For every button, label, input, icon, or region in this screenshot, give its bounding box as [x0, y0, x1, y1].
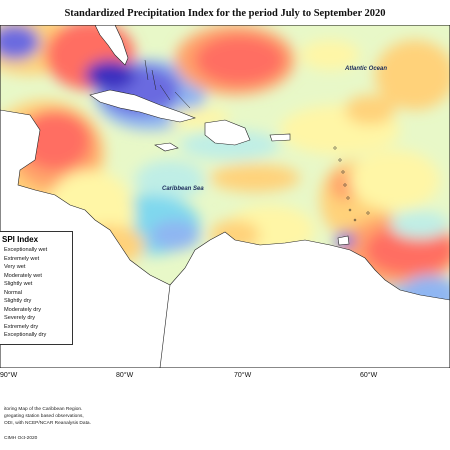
- small-islands: [144, 59, 370, 222]
- lon-tick-90w: 90°W: [0, 372, 18, 379]
- legend-item: Slightly dry: [4, 298, 32, 304]
- footnote-1: itoring Map of the Caribbean Region.: [4, 407, 83, 412]
- caribbean-sea-label: Caribbean Sea: [162, 186, 204, 192]
- south-america: [159, 231, 450, 368]
- legend-item: Moderately wet: [4, 272, 42, 279]
- cuba: [89, 89, 196, 123]
- florida: [94, 25, 129, 66]
- legend-item: Very wet: [4, 264, 26, 270]
- hispaniola: [204, 119, 251, 146]
- puerto-rico: [269, 133, 291, 142]
- trinidad: [337, 235, 350, 246]
- atlantic-ocean-label: Atlantic Ocean: [344, 66, 387, 72]
- lon-tick-60w: 60°W: [360, 372, 378, 379]
- footnote-3: ODI, with NCEP/NCAR Reanalysis Data.: [4, 421, 91, 426]
- footnote-2: gregating station based observations,: [4, 414, 84, 419]
- spi-map: Atlantic Ocean Caribbean Sea: [0, 25, 450, 368]
- legend-item: Slightly wet: [4, 281, 33, 287]
- legend-item: Normal: [4, 289, 23, 296]
- legend-item: Severely dry: [4, 315, 36, 321]
- legend-title: SPI Index: [2, 235, 39, 244]
- spi-legend: SPI Index Exceptionally wet Extremely wet…: [0, 231, 73, 345]
- legend-item: Exceptionally dry: [4, 332, 47, 338]
- legend-item: Extremely wet: [4, 255, 40, 262]
- jamaica: [154, 142, 179, 152]
- lon-tick-80w: 80°W: [116, 372, 134, 379]
- legend-item: Extremely dry: [4, 323, 39, 330]
- footnote-credit: CIMH Oct-2020: [4, 436, 38, 441]
- lon-tick-70w: 70°W: [234, 372, 252, 379]
- legend-item: Moderately dry: [4, 306, 41, 313]
- map-title: Standardized Precipitation Index for the…: [64, 8, 386, 19]
- legend-item: Exceptionally wet: [4, 247, 48, 253]
- spi-field: [0, 25, 450, 355]
